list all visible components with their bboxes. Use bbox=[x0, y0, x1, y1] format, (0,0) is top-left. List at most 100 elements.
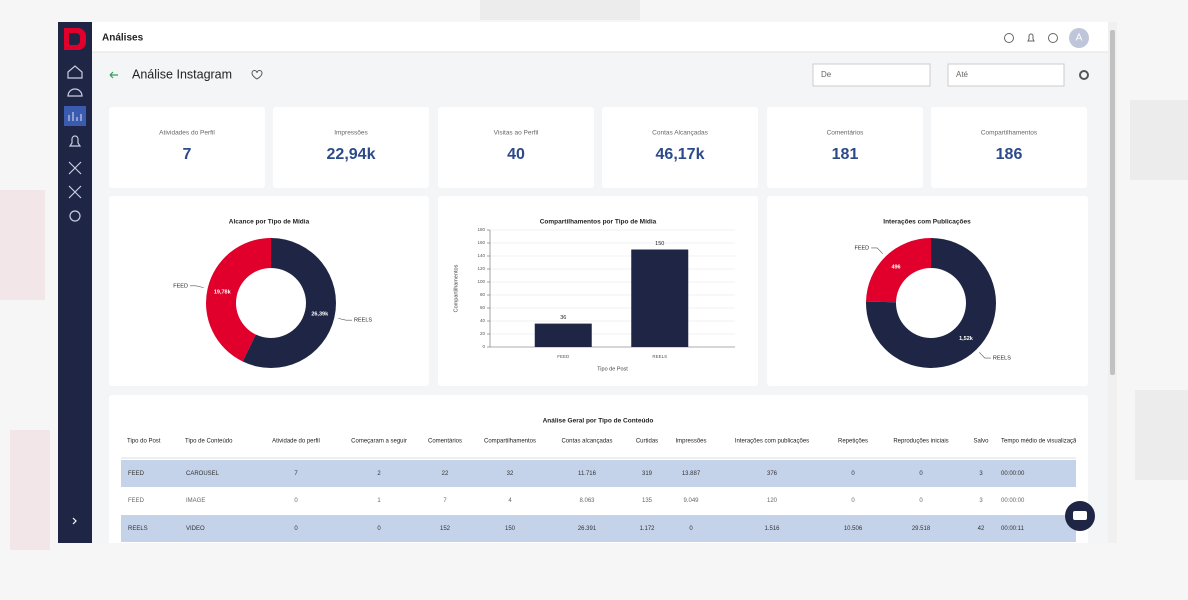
donut-slice bbox=[242, 237, 336, 368]
column-header: Comentários bbox=[428, 439, 462, 445]
table-cell: 3 bbox=[979, 498, 983, 504]
table-cell: REELS bbox=[128, 526, 148, 532]
chat-icon bbox=[1073, 511, 1087, 520]
leader-line bbox=[338, 318, 353, 321]
table-cell: 9.049 bbox=[683, 498, 699, 504]
top-bar bbox=[92, 22, 1108, 52]
table-cell: 0 bbox=[294, 526, 298, 532]
help-icon[interactable] bbox=[1048, 33, 1058, 43]
y-tick-label: 100 bbox=[477, 279, 485, 284]
home-icon[interactable] bbox=[67, 65, 83, 79]
table-cell: 10.506 bbox=[844, 526, 863, 532]
dashboard-icon[interactable] bbox=[67, 88, 83, 97]
layer: Atividades do Perfil 7 Impressões 22,94k Vis… bbox=[159, 130, 1038, 373]
column-header: Salvo bbox=[973, 439, 989, 445]
active-item[interactable] bbox=[64, 106, 86, 126]
y-tick-label: 0 bbox=[482, 344, 485, 349]
category-label: REELS bbox=[993, 355, 1011, 361]
y-tick-label: 140 bbox=[477, 253, 485, 258]
table-cell: 0 bbox=[851, 498, 855, 504]
row-highlight bbox=[121, 460, 1076, 487]
chart-title: Interações com Publicações bbox=[883, 219, 971, 226]
avatar[interactable] bbox=[1069, 28, 1089, 48]
date-from-input[interactable] bbox=[812, 63, 931, 87]
bar bbox=[534, 323, 592, 347]
kpi-label: Impressões bbox=[334, 130, 368, 137]
row-highlight bbox=[121, 515, 1076, 542]
table-cell: 00:00:11 bbox=[1001, 526, 1025, 532]
chart-title: Compartilhamentos por Tipo de Mídia bbox=[540, 219, 657, 226]
favorite-button[interactable] bbox=[251, 70, 263, 80]
date-to-input[interactable] bbox=[947, 63, 1065, 87]
table-cell: 0 bbox=[689, 526, 693, 532]
table-cell: IMAGE bbox=[186, 498, 205, 504]
kpi-card bbox=[438, 107, 594, 188]
table-cell: 8.063 bbox=[579, 498, 595, 504]
back-button[interactable] bbox=[109, 71, 118, 79]
bell-icon[interactable] bbox=[68, 135, 82, 147]
logo[interactable] bbox=[64, 28, 86, 50]
analytics-icon[interactable] bbox=[68, 112, 82, 121]
table-cell: CAROUSEL bbox=[186, 471, 220, 477]
table-cell: 135 bbox=[642, 498, 653, 504]
leader-line bbox=[189, 285, 204, 288]
table-cell: 1.172 bbox=[639, 526, 655, 532]
expand-icon[interactable] bbox=[72, 517, 77, 525]
table-cell: 13.887 bbox=[682, 471, 701, 477]
settings-button[interactable] bbox=[1079, 70, 1089, 80]
kpi-value: 186 bbox=[996, 146, 1023, 163]
table-cell: 29.518 bbox=[912, 526, 931, 532]
kpi-value: 181 bbox=[832, 146, 859, 163]
kpi-value: 22,94k bbox=[327, 146, 376, 163]
donut-slice bbox=[205, 238, 271, 362]
table-cell: 152 bbox=[440, 526, 451, 532]
table-cell: 1 bbox=[377, 498, 381, 504]
table-cell: FEED bbox=[128, 498, 145, 504]
kpi-card bbox=[273, 107, 429, 188]
avatar-letter: A bbox=[1076, 33, 1083, 44]
donut-slice bbox=[865, 238, 996, 369]
kpi-label: Comentários bbox=[827, 130, 865, 137]
sidebar bbox=[58, 22, 92, 543]
table-cell: 1.516 bbox=[764, 526, 780, 532]
kpi-label: Compartilhamentos bbox=[981, 130, 1038, 137]
x-tick-label: REELS bbox=[652, 354, 667, 359]
kpi-label: Visitas ao Perfil bbox=[494, 130, 539, 137]
table-cell: 0 bbox=[851, 471, 855, 477]
table-cell: 4 bbox=[508, 498, 512, 504]
column-header: Reproduções iniciais bbox=[893, 439, 948, 445]
window-bottom bbox=[58, 543, 1117, 600]
column-header: Impressões bbox=[675, 439, 706, 445]
chart-title: Alcance por Tipo de Mídia bbox=[229, 219, 310, 226]
kpi-value: 46,17k bbox=[656, 146, 705, 163]
y-tick-label: 180 bbox=[477, 227, 485, 232]
leader-line bbox=[871, 247, 883, 254]
y-tick-label: 40 bbox=[480, 318, 486, 323]
y-tick-label: 20 bbox=[480, 331, 486, 336]
table-cell: 7 bbox=[443, 498, 447, 504]
column-header: Começaram a seguir bbox=[351, 439, 407, 445]
bell-icon[interactable] bbox=[1027, 33, 1035, 42]
slice-label: 1,52k bbox=[959, 336, 974, 342]
table-cell: 0 bbox=[294, 498, 298, 504]
bar bbox=[631, 249, 689, 347]
tools-icon[interactable] bbox=[68, 185, 82, 199]
table-cell: 42 bbox=[978, 526, 985, 532]
table-cell: 150 bbox=[505, 526, 516, 532]
category-label: FEED bbox=[173, 283, 188, 289]
donut-slice bbox=[866, 238, 931, 303]
table-cell: 3 bbox=[979, 471, 983, 477]
settings-icon[interactable] bbox=[69, 210, 81, 222]
table-title: Análise Geral por Tipo de Conteúdo bbox=[543, 418, 654, 425]
column-header: Tipo do Post bbox=[127, 439, 161, 445]
tools-icon[interactable] bbox=[68, 161, 82, 175]
scroll-thumb[interactable] bbox=[1110, 30, 1115, 375]
y-tick-label: 80 bbox=[480, 292, 486, 297]
header-icons bbox=[1004, 33, 1058, 43]
table-cell: 319 bbox=[642, 471, 653, 477]
kpi-label: Contas Alcançadas bbox=[652, 130, 708, 137]
clock-icon[interactable] bbox=[1004, 33, 1014, 43]
kpi-value: 40 bbox=[507, 146, 525, 163]
table-cell: 00:00:00 bbox=[1001, 471, 1025, 477]
